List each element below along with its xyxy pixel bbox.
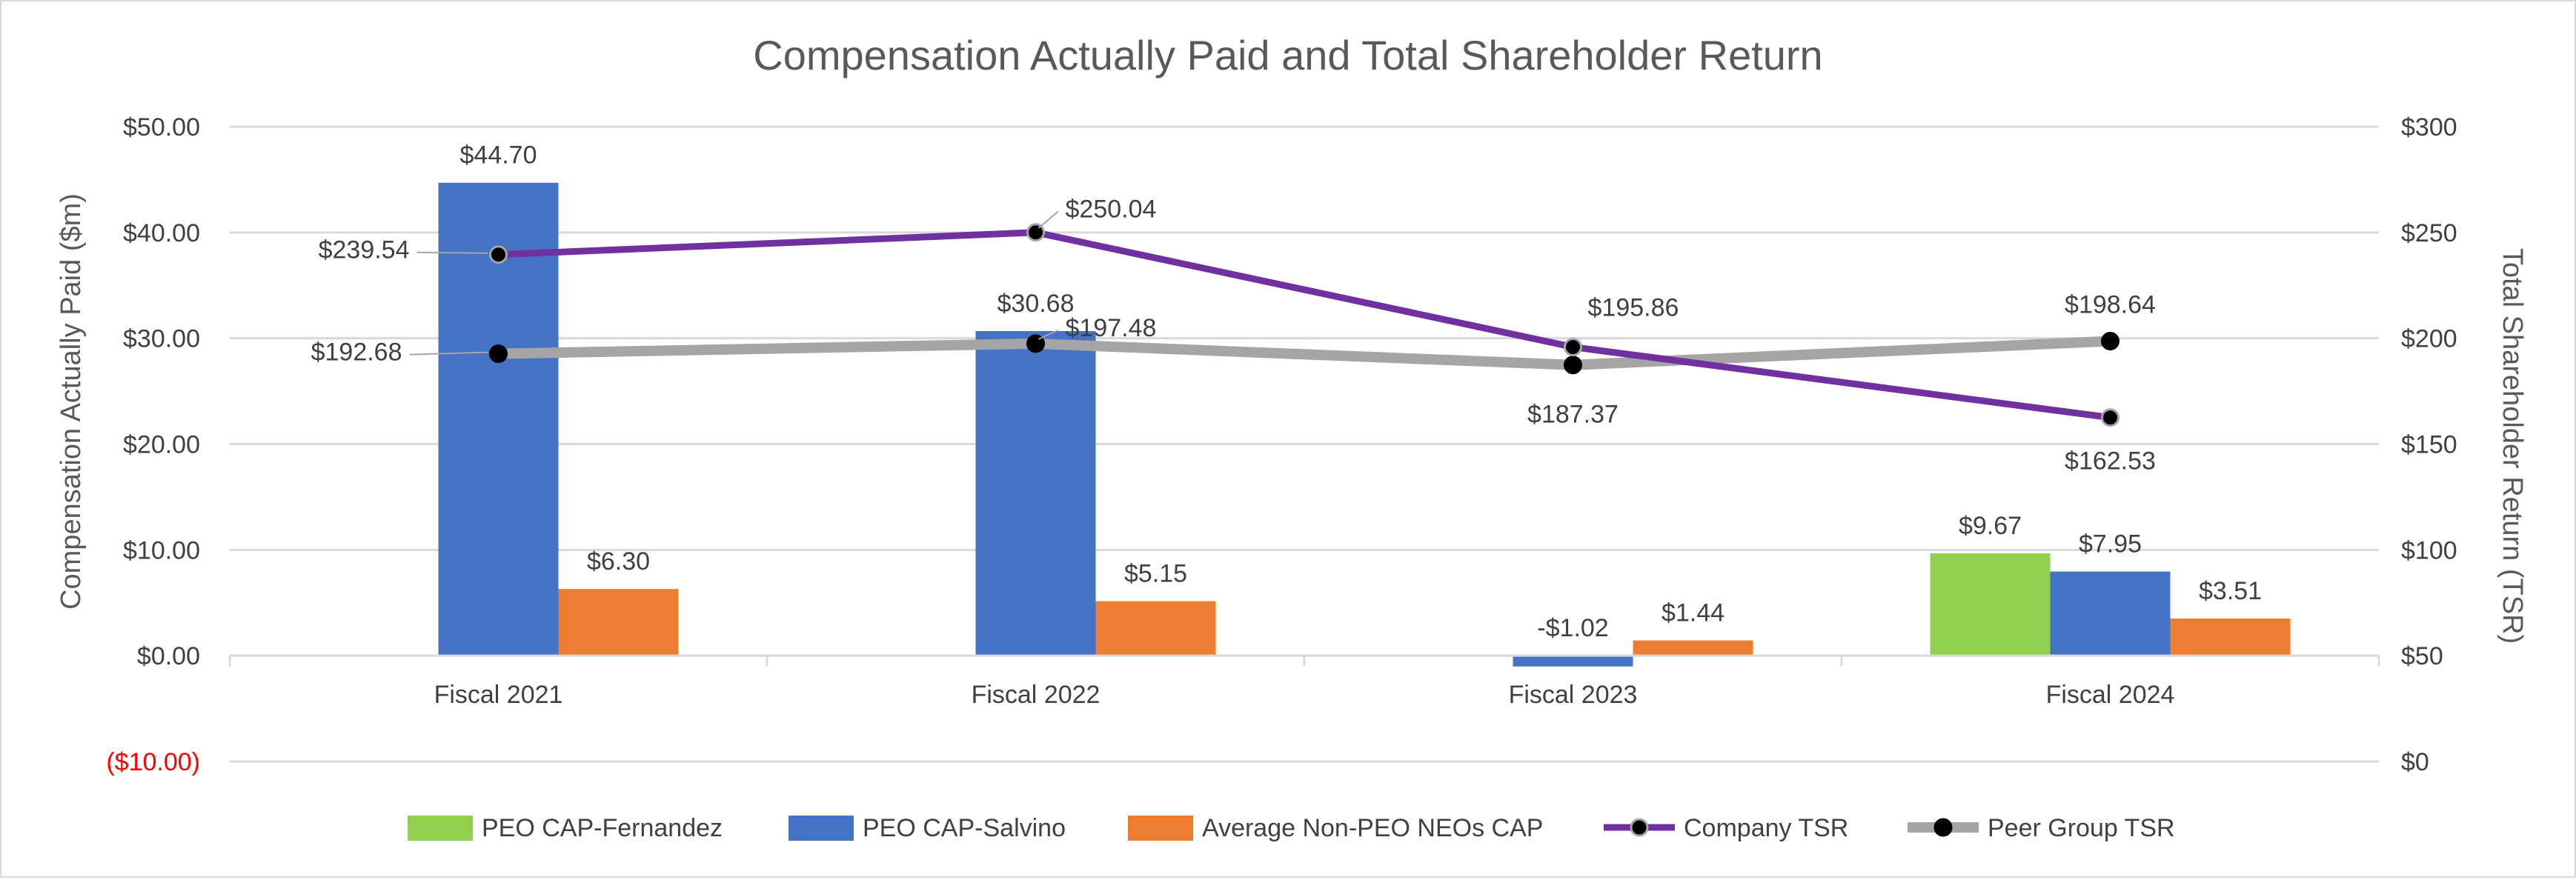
line-data-label: $197.48 bbox=[1066, 314, 1157, 342]
line-marker bbox=[2101, 408, 2119, 427]
bar-average-non-peo-neos-cap bbox=[1633, 640, 1753, 656]
y2-tick-label: $200 bbox=[2401, 325, 2457, 353]
legend-label: Average Non-PEO NEOs CAP bbox=[1202, 814, 1543, 842]
x-tick-label: Fiscal 2023 bbox=[1509, 681, 1638, 709]
x-tick-label: Fiscal 2024 bbox=[2046, 681, 2175, 709]
legend-label: Peer Group TSR bbox=[1988, 814, 2175, 842]
bar-peo-cap-salvino bbox=[975, 330, 1096, 656]
chart-title: Compensation Actually Paid and Total Sha… bbox=[753, 32, 1822, 79]
line-data-label: $250.04 bbox=[1066, 196, 1157, 224]
y-tick-label: $10.00 bbox=[123, 536, 200, 564]
line-data-label: $187.37 bbox=[1527, 401, 1619, 429]
legend-label: Company TSR bbox=[1684, 814, 1848, 842]
bar-data-label: -$1.02 bbox=[1537, 614, 1608, 642]
bar-data-label: $30.68 bbox=[997, 290, 1075, 318]
legend-marker bbox=[1933, 818, 1953, 837]
line-data-label: $162.53 bbox=[2065, 447, 2156, 476]
bar-average-non-peo-neos-cap bbox=[558, 589, 679, 656]
y-tick-label: $20.00 bbox=[123, 431, 200, 459]
bar-average-non-peo-neos-cap bbox=[2170, 619, 2291, 656]
line-data-label: $198.64 bbox=[2065, 291, 2156, 319]
y-tick-label: ($10.00) bbox=[106, 748, 200, 776]
line-data-label: $239.54 bbox=[319, 236, 410, 264]
legend-marker bbox=[1630, 818, 1649, 837]
bar-peo-cap-fernandez bbox=[1930, 553, 2051, 656]
line-marker bbox=[1564, 356, 1582, 375]
legend-label: PEO CAP-Fernandez bbox=[482, 814, 723, 842]
legend-swatch bbox=[789, 816, 854, 841]
y-tick-label: $50.00 bbox=[123, 113, 200, 141]
legend-swatch bbox=[1128, 816, 1193, 841]
leader-line bbox=[1038, 329, 1058, 340]
bar-data-label: $7.95 bbox=[2079, 530, 2142, 559]
line-peer-group-tsr bbox=[498, 336, 2111, 370]
bar-average-non-peo-neos-cap bbox=[1095, 601, 1216, 656]
y2-tick-label: $50 bbox=[2401, 642, 2443, 670]
y-tick-label: $0.00 bbox=[137, 642, 200, 670]
leader-line bbox=[1038, 210, 1059, 229]
line-marker bbox=[489, 245, 508, 264]
line-marker bbox=[489, 344, 508, 364]
bar-peo-cap-salvino bbox=[2050, 571, 2171, 656]
y2-tick-label: $250 bbox=[2401, 219, 2457, 247]
y2-tick-label: $100 bbox=[2401, 536, 2457, 564]
line-marker bbox=[1026, 334, 1045, 353]
bar-data-label: $9.67 bbox=[1959, 512, 2022, 540]
y-axis-title: Compensation Actually Paid ($m) bbox=[56, 193, 87, 610]
x-tick-label: Fiscal 2022 bbox=[972, 681, 1101, 709]
y2-tick-label: $300 bbox=[2401, 113, 2457, 141]
y2-axis-title: Total Shareholder Return (TSR) bbox=[2497, 248, 2528, 644]
y-tick-label: $40.00 bbox=[123, 219, 200, 247]
bar-peo-cap-salvino bbox=[1513, 656, 1633, 667]
bar-data-label: $6.30 bbox=[587, 547, 650, 576]
legend-label: PEO CAP-Salvino bbox=[863, 814, 1066, 842]
line-company-tsr bbox=[498, 229, 2111, 421]
line-marker bbox=[2101, 332, 2119, 351]
bar-data-label: $44.70 bbox=[460, 141, 537, 170]
x-tick-label: Fiscal 2021 bbox=[434, 681, 563, 709]
y-tick-label: $30.00 bbox=[123, 325, 200, 353]
legend-swatch bbox=[408, 816, 473, 841]
bar-data-label: $5.15 bbox=[1124, 560, 1187, 588]
line-data-label: $192.68 bbox=[311, 339, 402, 367]
bar-data-label: $1.44 bbox=[1662, 599, 1724, 627]
y2-tick-label: $150 bbox=[2401, 431, 2457, 459]
leader-line bbox=[409, 351, 488, 356]
y2-tick-label: $0 bbox=[2401, 748, 2429, 776]
line-marker bbox=[1564, 337, 1582, 356]
line-marker bbox=[1026, 223, 1045, 242]
bar-data-label: $3.51 bbox=[2199, 577, 2262, 605]
line-data-label: $195.86 bbox=[1588, 293, 1679, 321]
